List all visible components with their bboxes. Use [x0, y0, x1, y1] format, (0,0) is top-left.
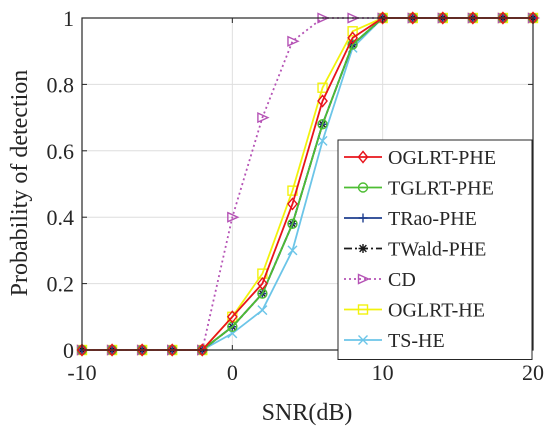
- x-tick-label: 0: [227, 360, 238, 385]
- legend-marker: [357, 304, 369, 315]
- legend-box: [337, 139, 533, 360]
- x-tick-label: 20: [522, 360, 544, 385]
- legend-label: OGLRT-HE: [388, 300, 485, 322]
- y-tick-label: 0: [63, 338, 74, 363]
- data-point: [347, 39, 358, 50]
- y-tick-label: 0.4: [47, 205, 75, 230]
- legend-item: OGLRT-PHE: [344, 147, 496, 169]
- legend-label: CD: [388, 269, 416, 291]
- legend-item: TGLRT-PHE: [344, 178, 494, 200]
- x-tick-label: -10: [67, 360, 96, 385]
- legend: OGLRT-PHE TGLRT-PHE TRao-PHE TWald-PHE CD OGL…: [337, 139, 533, 360]
- data-point: [467, 11, 479, 25]
- plot-frame: [81, 17, 534, 351]
- y-tick-label: 0.8: [47, 72, 75, 97]
- data-point: [257, 305, 268, 316]
- data-point: [317, 119, 328, 130]
- y-tick-label: 0.6: [47, 139, 75, 164]
- legend-label: TRao-PHE: [388, 208, 477, 230]
- data-point: [227, 211, 240, 223]
- data-point: [287, 218, 298, 230]
- x-axis-label: SNR(dB): [262, 400, 353, 426]
- data-point: [347, 31, 359, 45]
- data-point: [196, 343, 208, 357]
- data-point: [317, 135, 328, 146]
- legend-item: OGLRT-HE: [344, 300, 485, 322]
- legend-marker: [358, 335, 368, 345]
- y-axis-label: Probability of detection: [7, 70, 33, 297]
- data-point: [287, 35, 300, 47]
- data-point: [136, 343, 148, 357]
- data-point: [317, 94, 328, 108]
- data-point: [407, 11, 419, 25]
- legend-marker: [358, 213, 368, 223]
- legend-marker: [357, 273, 371, 285]
- data-point: [256, 276, 268, 291]
- legend-marker: [357, 182, 369, 193]
- legend-marker: [358, 244, 368, 253]
- legend-item: TS-HE: [344, 330, 445, 352]
- data-point: [347, 26, 358, 37]
- x-tick-label: 10: [372, 360, 394, 385]
- data-point: [226, 310, 238, 324]
- data-point: [166, 343, 178, 357]
- y-tick-label: 1: [63, 6, 74, 31]
- legend-label: TGLRT-PHE: [388, 178, 494, 200]
- legend-item: TRao-PHE: [344, 208, 477, 230]
- data-point: [287, 197, 298, 211]
- legend-marker: [357, 150, 369, 164]
- legend-label: TS-HE: [388, 330, 445, 352]
- data-point: [437, 11, 449, 25]
- data-point: [317, 82, 328, 93]
- data-point: [106, 343, 118, 357]
- data-point: [287, 245, 298, 256]
- legend-item: CD: [344, 269, 416, 291]
- legend-label: TWald-PHE: [388, 239, 486, 261]
- legend-item: TWald-PHE: [344, 239, 486, 261]
- data-point: [497, 11, 509, 25]
- data-point: [76, 343, 88, 357]
- data-point: [257, 112, 270, 124]
- data-point: [377, 11, 389, 25]
- y-tick-label: 0.2: [47, 272, 75, 297]
- legend-label: OGLRT-PHE: [388, 147, 496, 169]
